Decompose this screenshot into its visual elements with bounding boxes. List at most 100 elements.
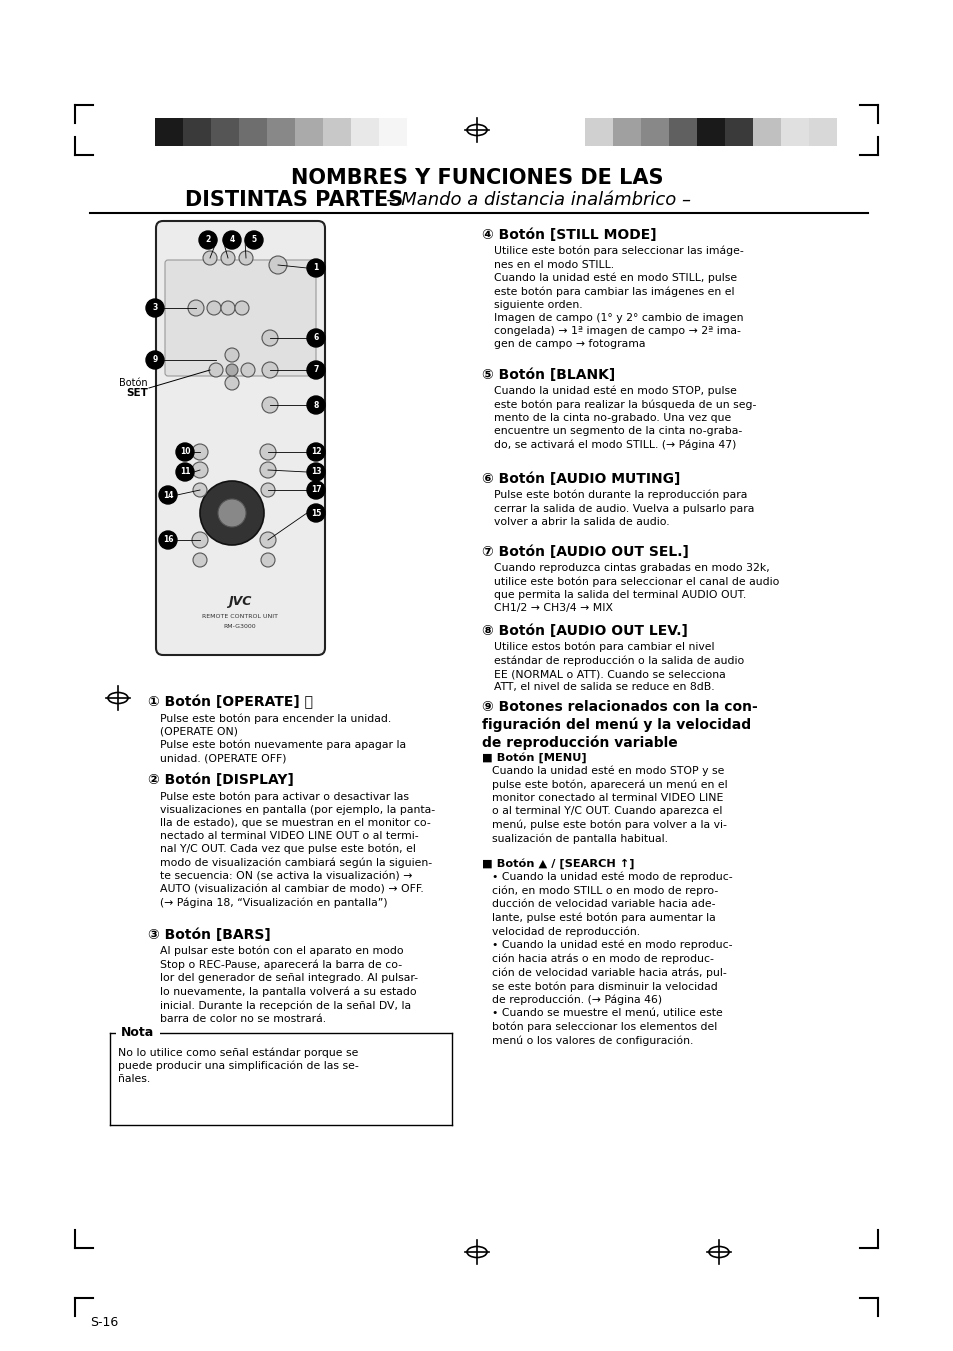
Circle shape (159, 531, 177, 549)
Circle shape (307, 463, 325, 481)
Circle shape (262, 362, 277, 378)
Text: Al pulsar este botón con el aparato en modo
Stop o REC-Pause, aparecerá la barra: Al pulsar este botón con el aparato en m… (160, 946, 417, 1024)
Text: 6: 6 (313, 334, 318, 343)
Bar (267, 118, 294, 146)
Text: 2: 2 (205, 235, 211, 245)
Text: 1: 1 (313, 263, 318, 273)
Text: DISTINTAS PARTES: DISTINTAS PARTES (185, 190, 403, 209)
Text: ⑧ Botón [AUDIO OUT LEV.]: ⑧ Botón [AUDIO OUT LEV.] (481, 624, 687, 638)
Circle shape (175, 443, 193, 461)
Circle shape (226, 363, 237, 376)
Circle shape (260, 462, 275, 478)
Text: 11: 11 (179, 467, 190, 477)
Text: 4: 4 (229, 235, 234, 245)
Bar (781, 118, 808, 146)
Circle shape (269, 255, 287, 274)
Circle shape (146, 299, 164, 317)
Bar (294, 118, 323, 146)
Bar (584, 118, 613, 146)
Text: ⑨ Botones relacionados con la con-
figuración del menú y la velocidad
de reprodu: ⑨ Botones relacionados con la con- figur… (481, 700, 757, 750)
Text: 8: 8 (313, 400, 318, 409)
Bar (183, 118, 211, 146)
Text: Nota: Nota (121, 1027, 154, 1039)
Circle shape (307, 396, 325, 413)
Circle shape (262, 397, 277, 413)
Text: Pulse este botón para encender la unidad.
(OPERATE ON)
Pulse este botón nuevamen: Pulse este botón para encender la unidad… (160, 713, 406, 763)
Text: Utilice estos botón para cambiar el nivel
estándar de reproducción o la salida d: Utilice estos botón para cambiar el nive… (494, 642, 743, 692)
Text: NOMBRES Y FUNCIONES DE LAS: NOMBRES Y FUNCIONES DE LAS (291, 168, 662, 188)
Bar (378, 118, 407, 146)
Circle shape (192, 462, 208, 478)
Circle shape (192, 444, 208, 459)
Bar (116, 1025, 160, 1040)
Text: ② Botón [DISPLAY]: ② Botón [DISPLAY] (148, 773, 294, 788)
Circle shape (245, 231, 263, 249)
Text: Cuando la unidad esté en modo STOP, pulse
este botón para realizar la búsqueda d: Cuando la unidad esté en modo STOP, puls… (494, 386, 756, 450)
Text: 10: 10 (179, 447, 190, 457)
Circle shape (209, 363, 223, 377)
Text: ④ Botón [STILL MODE]: ④ Botón [STILL MODE] (481, 228, 656, 242)
Bar (752, 118, 781, 146)
Bar (154, 118, 183, 146)
Circle shape (225, 349, 239, 362)
Circle shape (225, 376, 239, 390)
Text: 12: 12 (311, 447, 321, 457)
Circle shape (207, 301, 221, 315)
Text: 17: 17 (311, 485, 321, 494)
Text: SET: SET (126, 388, 148, 399)
Circle shape (307, 259, 325, 277)
Circle shape (239, 251, 253, 265)
Circle shape (261, 553, 274, 567)
Bar (697, 118, 724, 146)
Circle shape (193, 484, 207, 497)
Text: ⑥ Botón [AUDIO MUTING]: ⑥ Botón [AUDIO MUTING] (481, 471, 679, 486)
Circle shape (234, 301, 249, 315)
Text: Utilice este botón para seleccionar las imáge-
nes en el modo STILL.
Cuando la u: Utilice este botón para seleccionar las … (494, 246, 743, 349)
Circle shape (260, 532, 275, 549)
Circle shape (307, 361, 325, 380)
Text: 5: 5 (252, 235, 256, 245)
Text: REMOTE CONTROL UNIT: REMOTE CONTROL UNIT (202, 615, 277, 620)
Bar (640, 118, 668, 146)
Circle shape (200, 481, 264, 544)
Circle shape (159, 486, 177, 504)
Text: No lo utilice como señal estándar porque se
puede producir una simplificación de: No lo utilice como señal estándar porque… (118, 1047, 358, 1085)
Circle shape (221, 301, 234, 315)
Text: ① Botón [OPERATE] ⏻: ① Botón [OPERATE] ⏻ (148, 694, 313, 709)
Circle shape (307, 504, 325, 521)
Circle shape (241, 363, 254, 377)
Text: – Mando a distancia inalámbrico –: – Mando a distancia inalámbrico – (375, 190, 690, 209)
Circle shape (218, 499, 246, 527)
Bar (323, 118, 351, 146)
Text: 15: 15 (311, 508, 321, 517)
Text: 16: 16 (163, 535, 173, 544)
Bar (239, 118, 267, 146)
Text: Pulse este botón durante la reproducción para
cerrar la salida de audio. Vuelva : Pulse este botón durante la reproducción… (494, 490, 754, 527)
Text: ⑦ Botón [AUDIO OUT SEL.]: ⑦ Botón [AUDIO OUT SEL.] (481, 544, 688, 559)
Circle shape (307, 481, 325, 499)
Bar (808, 118, 836, 146)
Circle shape (307, 443, 325, 461)
Text: Botón: Botón (119, 378, 148, 388)
Circle shape (262, 330, 277, 346)
Bar (613, 118, 640, 146)
Text: Cuando reproduzca cintas grabadas en modo 32k,
utilice este botón para seleccion: Cuando reproduzca cintas grabadas en mod… (494, 563, 779, 613)
Text: 3: 3 (152, 304, 157, 312)
Text: 9: 9 (152, 355, 157, 365)
Text: ■ Botón [MENU]: ■ Botón [MENU] (481, 753, 586, 763)
Circle shape (203, 251, 216, 265)
Text: RM-G3000: RM-G3000 (223, 624, 256, 628)
Text: 7: 7 (313, 366, 318, 374)
Text: ⑤ Botón [BLANK]: ⑤ Botón [BLANK] (481, 367, 615, 382)
Circle shape (193, 553, 207, 567)
Text: JVC: JVC (228, 596, 252, 608)
Circle shape (146, 351, 164, 369)
Text: ■ Botón ▲ / [SEARCH ↑]: ■ Botón ▲ / [SEARCH ↑] (481, 858, 634, 869)
Circle shape (199, 231, 216, 249)
Bar (668, 118, 697, 146)
Text: 13: 13 (311, 467, 321, 477)
Circle shape (221, 251, 234, 265)
Circle shape (192, 532, 208, 549)
Bar (211, 118, 239, 146)
Circle shape (260, 444, 275, 459)
